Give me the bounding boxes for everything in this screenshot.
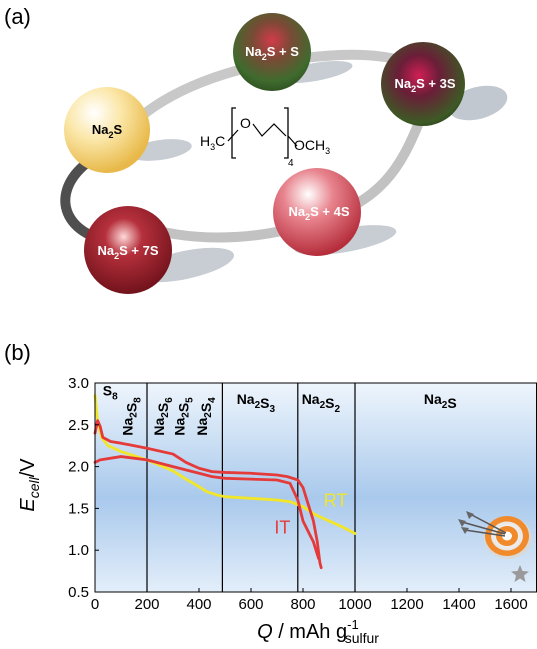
y-tick-label: 2.0 bbox=[68, 459, 89, 476]
phase-label: Na2S bbox=[424, 391, 457, 411]
sphere-label: Na2S + 3S bbox=[394, 76, 455, 94]
repeat-index: 4 bbox=[288, 158, 294, 169]
phase-label: Na2S4 bbox=[194, 397, 218, 436]
series-line bbox=[93, 455, 321, 560]
x-tick-label: 200 bbox=[134, 596, 159, 613]
sphere-na2s bbox=[64, 87, 150, 173]
phase-label: Na2S2 bbox=[302, 391, 341, 415]
y-tick-label: 1.5 bbox=[68, 500, 89, 517]
methoxy-right: OCH3 bbox=[294, 137, 330, 156]
y-tick-label: 3.0 bbox=[68, 375, 89, 392]
sphere-label: Na2S bbox=[92, 122, 123, 140]
x-axis: 0 200 400 600 800 1000 1200 1400 1600 bbox=[91, 588, 528, 613]
ethylene-bond bbox=[252, 123, 287, 137]
x-tick-label: 1600 bbox=[494, 596, 527, 613]
sphere-label: Na2S + 7S bbox=[97, 243, 158, 261]
phase-label: Na2S8 bbox=[120, 397, 144, 436]
y-tick-label: 0.5 bbox=[68, 584, 89, 601]
phase-boundaries bbox=[146, 383, 356, 592]
panel-a-label: (a) bbox=[4, 4, 31, 29]
phase-label: Na2S6 bbox=[151, 397, 175, 436]
series-label: RT bbox=[324, 491, 348, 511]
series-layer bbox=[93, 394, 357, 570]
sphere-na2s-3s bbox=[381, 42, 465, 126]
series-line bbox=[93, 394, 357, 535]
x-tick-label: 1200 bbox=[390, 596, 423, 613]
series-labels: RT IT bbox=[274, 491, 347, 538]
sphere-label: Na2S + 4S bbox=[288, 204, 349, 222]
bracket-left bbox=[231, 107, 236, 159]
ring-diagram: Na2S Na2S + S Na2S + 3S Na2S + 4S Na2S +… bbox=[60, 13, 508, 294]
y-tick-label: 1.0 bbox=[68, 542, 89, 559]
x-axis-title: Q / mAh g-1 sulfur bbox=[257, 617, 379, 646]
methyl-left: H3C bbox=[200, 133, 225, 152]
sphere-na2s-s bbox=[233, 13, 311, 91]
x-tick-label: 1400 bbox=[442, 596, 475, 613]
y-axis: 0.5 1.0 1.5 2.0 2.5 3.0 bbox=[68, 375, 99, 601]
phase-label: Na2S3 bbox=[237, 391, 276, 415]
x-tick-label: 1000 bbox=[338, 596, 371, 613]
sphere-na2s-7s bbox=[84, 206, 172, 294]
tetraglyme-structure: H3C O 4 OCH3 bbox=[200, 107, 330, 169]
x-tick-label: 400 bbox=[186, 596, 211, 613]
oxygen: O bbox=[240, 115, 251, 131]
star-icon bbox=[511, 565, 529, 582]
series-line bbox=[93, 419, 323, 570]
y-tick-label: 2.5 bbox=[68, 417, 89, 434]
y-axis-title: Ecell/V bbox=[17, 458, 42, 512]
phase-label: Na2S5 bbox=[172, 397, 196, 436]
target-icon bbox=[458, 511, 532, 559]
series-label: IT bbox=[274, 517, 290, 537]
panel-b-label: (b) bbox=[4, 340, 31, 365]
phase-label: S8 bbox=[103, 383, 118, 403]
x-tick-label: 0 bbox=[91, 596, 99, 613]
bracket-right bbox=[284, 107, 289, 159]
x-tick-label: 800 bbox=[290, 596, 315, 613]
plot-background bbox=[95, 383, 537, 592]
sphere-na2s-4s bbox=[273, 168, 361, 256]
sphere-label: Na2S + S bbox=[245, 44, 299, 62]
x-tick-label: 600 bbox=[238, 596, 263, 613]
